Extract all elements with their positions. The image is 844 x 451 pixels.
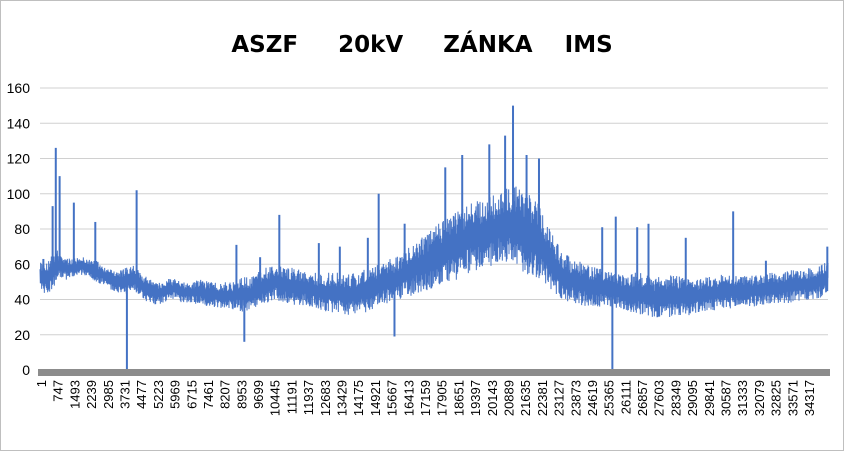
y-tick-label: 100: [7, 186, 31, 202]
x-tick-label: 5223: [151, 380, 166, 409]
x-tick-label: 19397: [468, 380, 483, 416]
x-tick-label: 12683: [318, 380, 333, 416]
x-tick-label: 16413: [401, 380, 416, 416]
x-tick-label: 32825: [769, 380, 784, 416]
x-tick-label: 5969: [168, 380, 183, 409]
y-axis-ticks: 0 20 40 60 80 100 120 140 160: [7, 80, 31, 378]
x-tick-label: 21635: [518, 380, 533, 416]
x-tick-label: 25365: [602, 380, 617, 416]
x-tick-label: 7461: [201, 380, 216, 409]
x-axis: [38, 369, 830, 376]
x-tick-label: 1: [34, 380, 49, 387]
series-line: [39, 184, 829, 318]
x-tick-label: 18651: [451, 380, 466, 416]
x-tick-label: 8207: [218, 380, 233, 409]
x-tick-label: 10445: [268, 380, 283, 416]
x-tick-label: 747: [51, 380, 66, 402]
x-tick-label: 33571: [785, 380, 800, 416]
x-tick-label: 26857: [635, 380, 650, 416]
x-tick-label: 1493: [67, 380, 82, 409]
y-tick-label: 0: [22, 362, 30, 378]
x-tick-label: 32079: [752, 380, 767, 416]
x-tick-label: 28349: [668, 380, 683, 416]
x-tick-label: 14175: [351, 380, 366, 416]
x-tick-label: 24619: [585, 380, 600, 416]
y-tick-label: 60: [14, 256, 30, 272]
y-tick-label: 20: [14, 327, 30, 343]
x-tick-label: 26111: [618, 380, 633, 414]
x-tick-label: 4477: [134, 380, 149, 409]
x-tick-label: 15667: [385, 380, 400, 416]
y-tick-label: 120: [7, 151, 31, 167]
x-tick-label: 29095: [685, 380, 700, 416]
x-axis-ticks: 1 747 1493 2239 2985 3731 4477 5223 5969 6715 7461…: [34, 380, 817, 416]
x-tick-label: 13429: [335, 380, 350, 416]
x-tick-label: 30587: [719, 380, 734, 416]
x-tick-label: 31333: [735, 380, 750, 416]
x-tick-label: 34317: [802, 380, 817, 416]
series: [39, 105, 829, 370]
x-tick-label: 22381: [535, 380, 550, 416]
y-tick-label: 160: [7, 80, 31, 96]
x-tick-label: 6715: [184, 380, 199, 409]
x-tick-label: 14921: [368, 380, 383, 416]
x-tick-label: 17905: [435, 380, 450, 416]
x-tick-label: 9699: [251, 380, 266, 409]
x-tick-label: 3731: [118, 380, 133, 409]
chart-title: ASZF 20kV ZÁNKA IMS: [231, 30, 612, 58]
x-tick-label: 29841: [702, 380, 717, 416]
x-tick-label: 2239: [84, 380, 99, 409]
x-tick-label: 27603: [652, 380, 667, 416]
x-tick-label: 17159: [418, 380, 433, 416]
x-tick-label: 2985: [101, 380, 116, 409]
x-axis-line: [38, 369, 830, 376]
x-tick-label: 11191: [284, 380, 299, 414]
x-tick-label: 11937: [301, 380, 316, 415]
y-tick-label: 40: [14, 292, 30, 308]
x-tick-label: 8953: [234, 380, 249, 409]
y-tick-label: 80: [14, 221, 30, 237]
y-tick-label: 140: [7, 115, 31, 131]
x-tick-label: 23127: [552, 380, 567, 416]
x-tick-label: 20143: [485, 380, 500, 416]
x-tick-label: 23873: [568, 380, 583, 416]
grid: [40, 87, 828, 371]
x-tick-label: 20889: [502, 380, 517, 416]
